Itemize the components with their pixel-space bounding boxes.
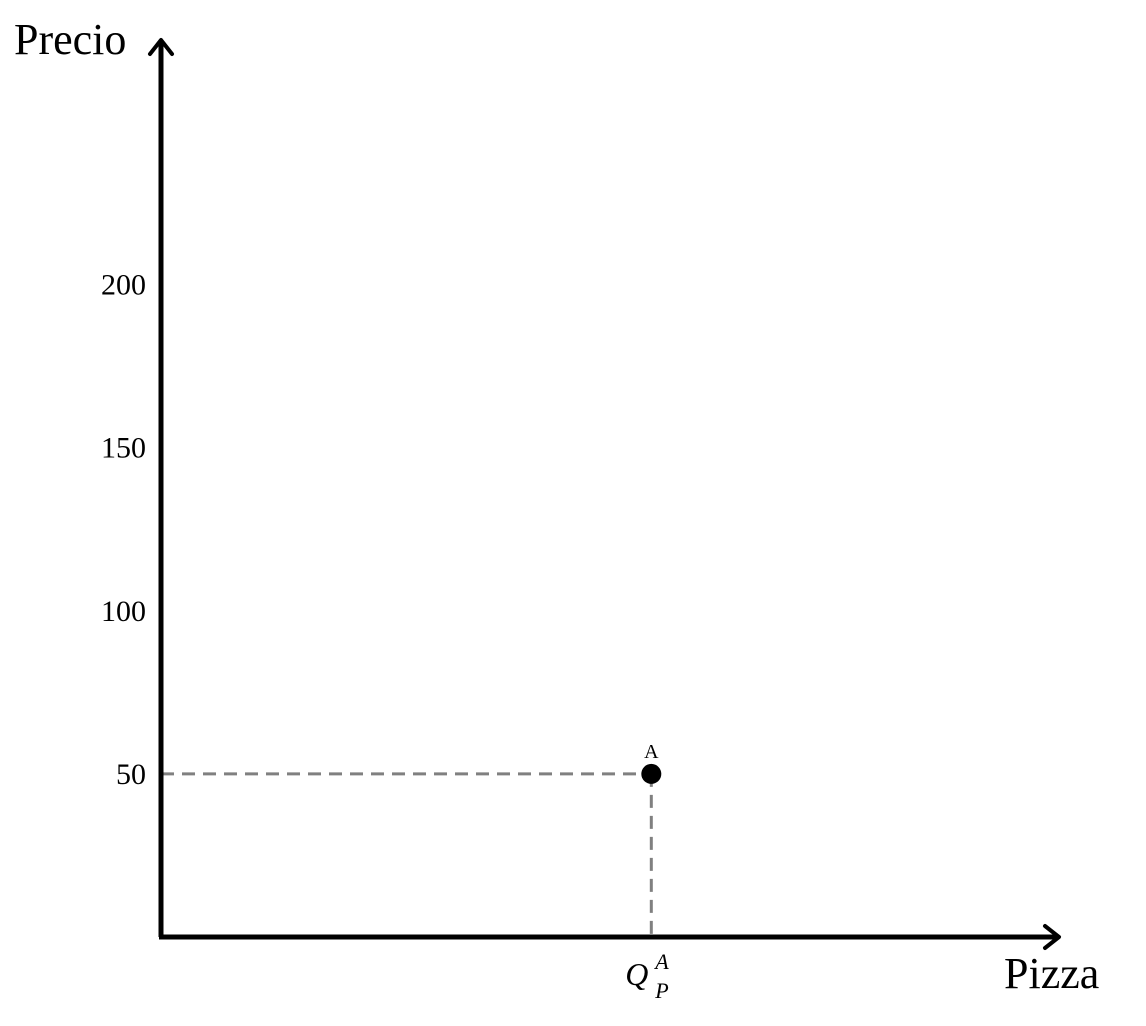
y-tick-label: 50 — [116, 758, 146, 791]
x-tick-labels: Q AP — [625, 949, 669, 1003]
y-axis-title: Precio — [14, 15, 126, 64]
x-tick-label-subscript: P — [654, 978, 668, 1003]
data-point — [641, 763, 662, 784]
data-point-label: A — [644, 741, 659, 763]
x-tick-label: Q — [625, 956, 648, 992]
x-tick-label-superscript: A — [653, 949, 669, 974]
y-tick-label: 200 — [101, 269, 146, 302]
guide-lines — [161, 772, 653, 937]
x-axis-arrowhead — [1043, 924, 1061, 950]
y-tick-labels: 50 100 150 200 — [101, 269, 146, 791]
y-axis-arrowhead — [148, 38, 174, 56]
x-axis-title: Pizza — [1004, 949, 1099, 998]
y-tick-label: 100 — [101, 595, 146, 628]
y-tick-label: 150 — [101, 432, 146, 465]
data-points: A — [641, 741, 662, 784]
